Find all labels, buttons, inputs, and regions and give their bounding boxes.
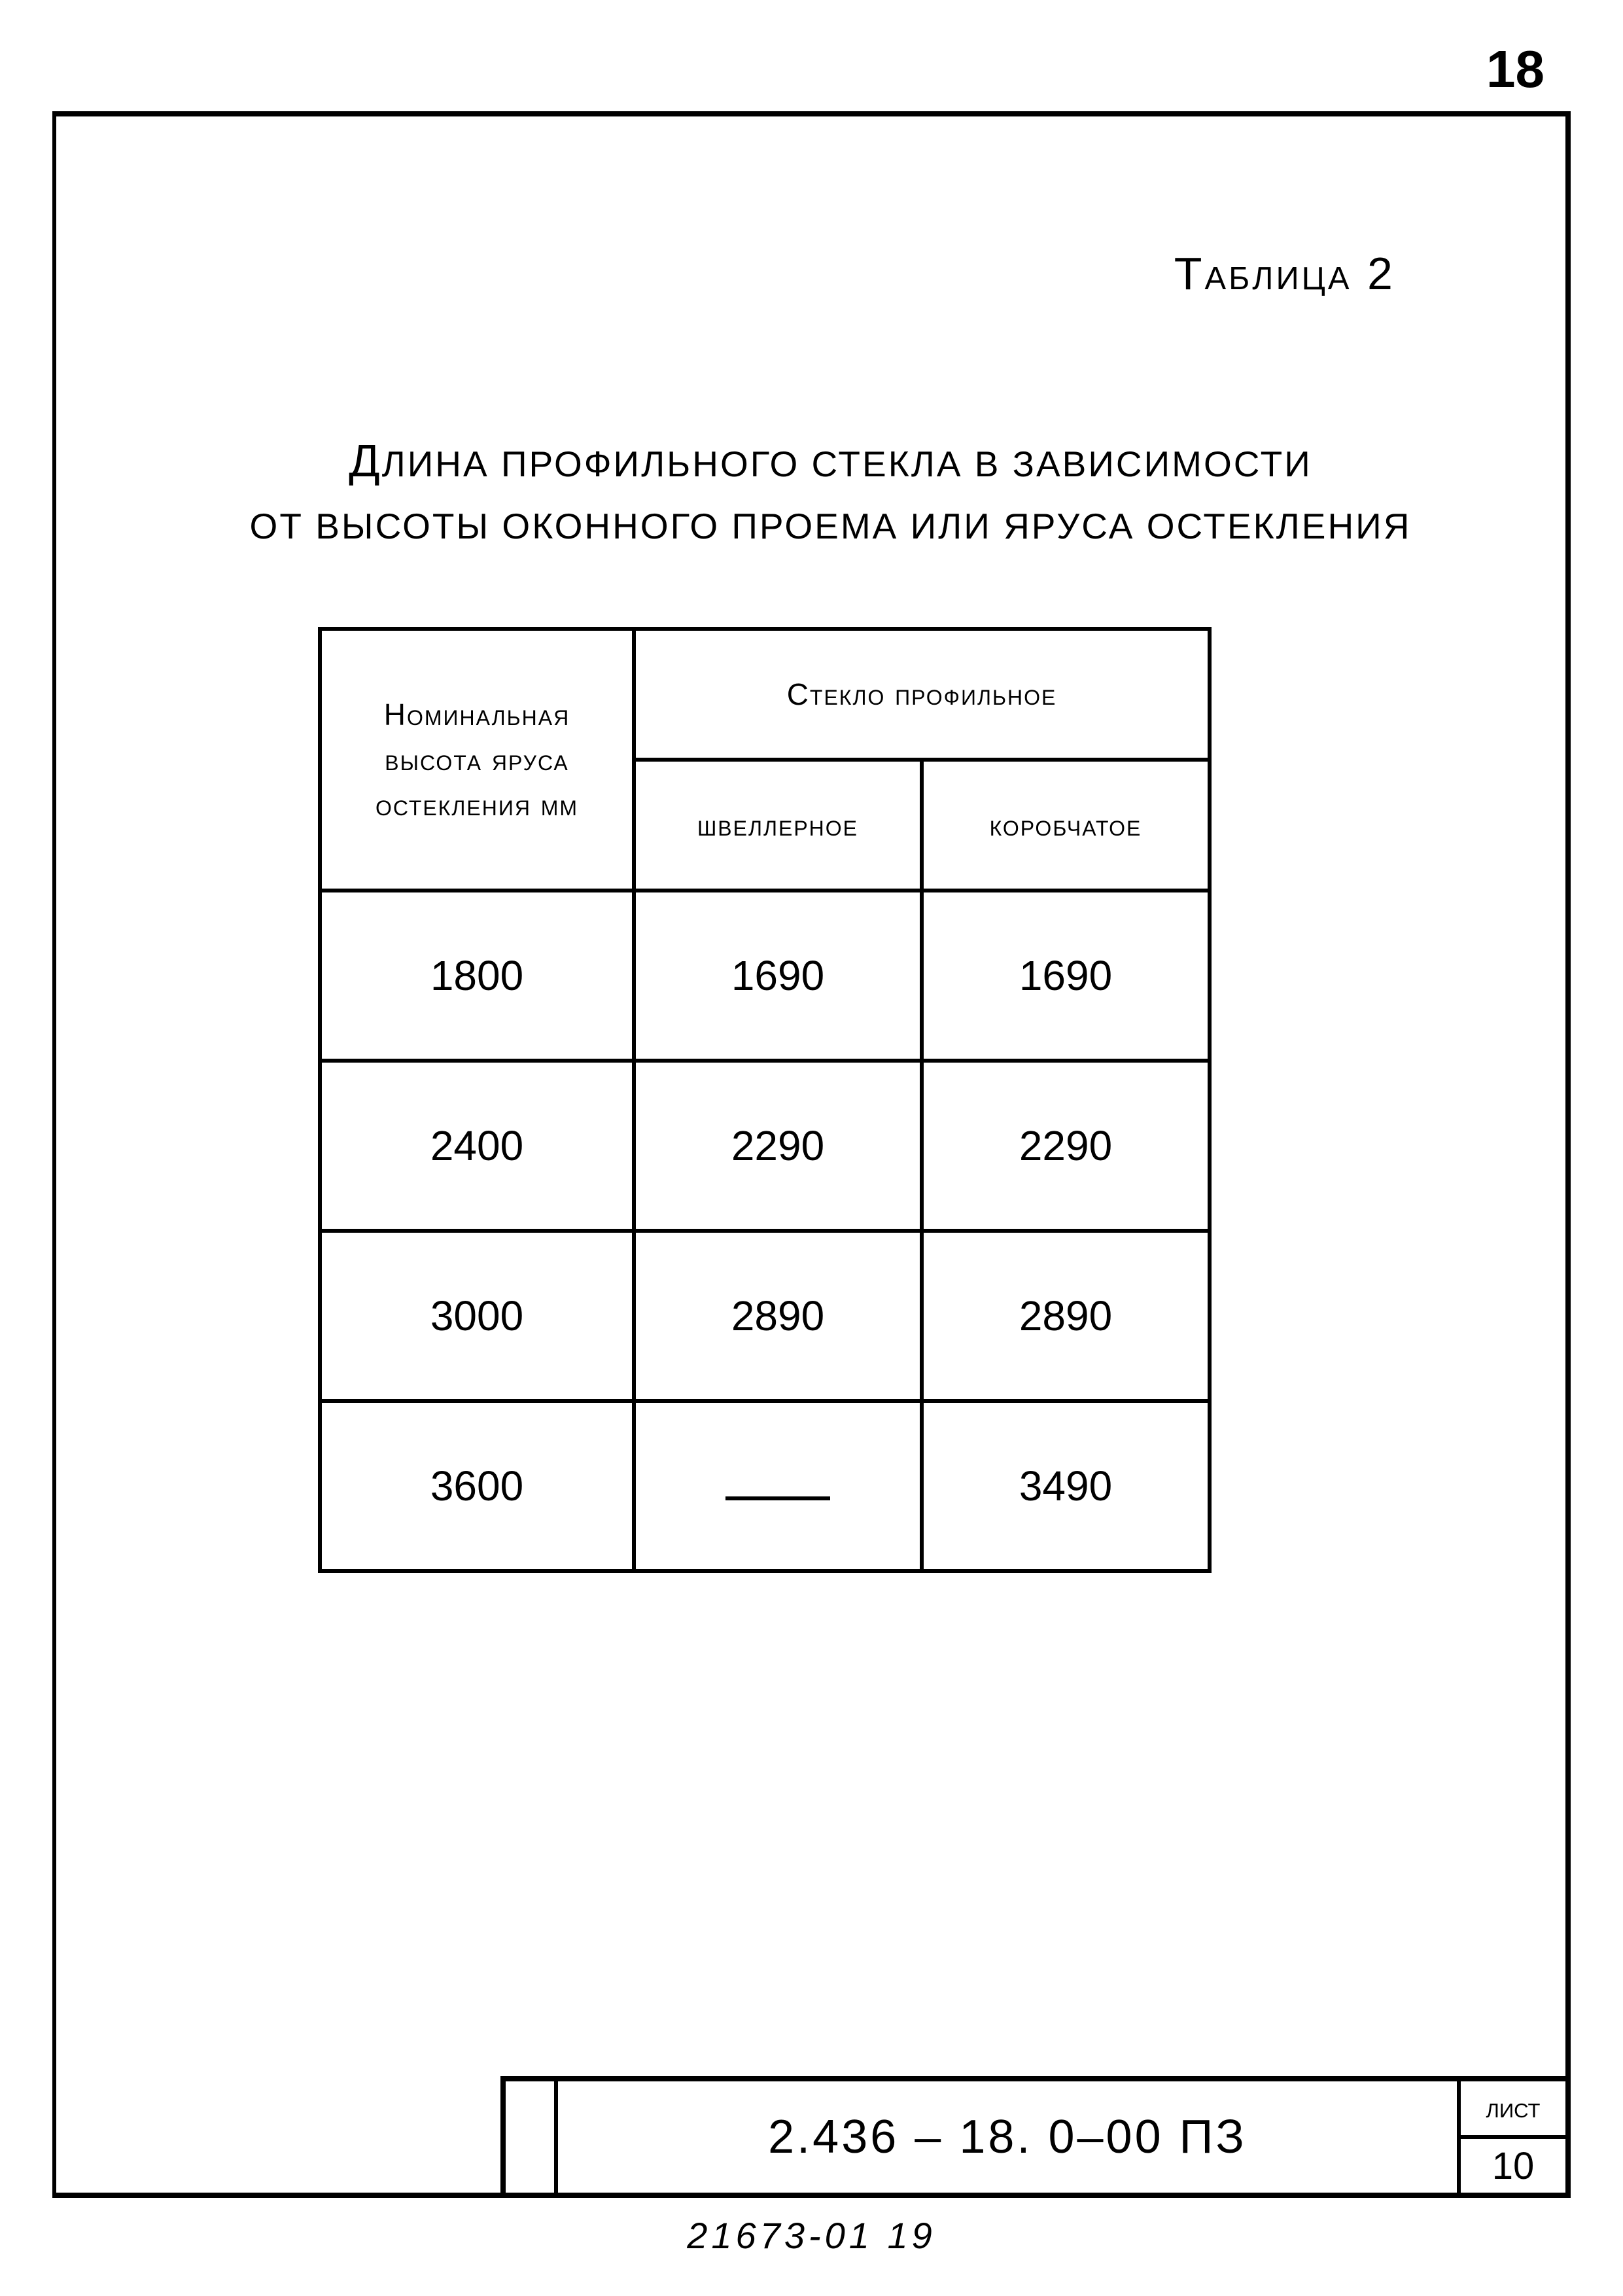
table-row: 3600 3490: [320, 1401, 1210, 1571]
caption-first-letter: Д: [349, 435, 381, 486]
table-caption: Длина профильного стекла в зависимости о…: [226, 424, 1435, 555]
cell-height: 3600: [320, 1401, 634, 1571]
col-header-channel: швеллерное: [634, 760, 922, 891]
table-body: 1800 1690 1690 2400 2290 2290 3000 2890 …: [320, 891, 1210, 1571]
cell-height: 1800: [320, 891, 634, 1061]
page-number-top: 18: [1486, 39, 1544, 99]
cell-height: 3000: [320, 1231, 634, 1401]
cell-box: 3490: [922, 1401, 1210, 1571]
footer-code: 21673-01 19: [687, 2214, 936, 2257]
cell-channel: 1690: [634, 891, 922, 1061]
sheet-number: 10: [1461, 2139, 1565, 2193]
cell-height: 2400: [320, 1061, 634, 1231]
cell-channel: 2290: [634, 1061, 922, 1231]
drawing-frame: Таблица 2 Длина профильного стекла в зав…: [52, 111, 1571, 2198]
table-row: 1800 1690 1690: [320, 891, 1210, 1061]
table-row: 3000 2890 2890: [320, 1231, 1210, 1401]
sheet-label: лист: [1461, 2081, 1565, 2139]
dash-icon: [725, 1496, 830, 1500]
sheet-box: лист 10: [1461, 2081, 1565, 2193]
cell-box: 1690: [922, 891, 1210, 1061]
title-block-stub: [506, 2081, 558, 2193]
cell-channel: [634, 1401, 922, 1571]
cell-channel: 2890: [634, 1231, 922, 1401]
col-header-height: Номинальная высота яруса остекления мм: [320, 629, 634, 891]
table-row: 2400 2290 2290: [320, 1061, 1210, 1231]
cell-box: 2890: [922, 1231, 1210, 1401]
cell-box: 2290: [922, 1061, 1210, 1231]
title-block: 2.436 – 18. 0–00 ПЗ лист 10: [500, 2076, 1571, 2198]
caption-line1: лина профильного стекла в зависимости: [382, 444, 1312, 484]
table-label: Таблица 2: [1174, 247, 1395, 300]
col-header-glass-group: Стекло профильное: [634, 629, 1210, 760]
caption-line2: от высоты оконного проема или яруса осте…: [250, 506, 1412, 546]
glass-length-table: Номинальная высота яруса остекления мм С…: [318, 627, 1212, 1573]
document-number: 2.436 – 18. 0–00 ПЗ: [558, 2081, 1461, 2193]
col-header-box: коробчатое: [922, 760, 1210, 891]
